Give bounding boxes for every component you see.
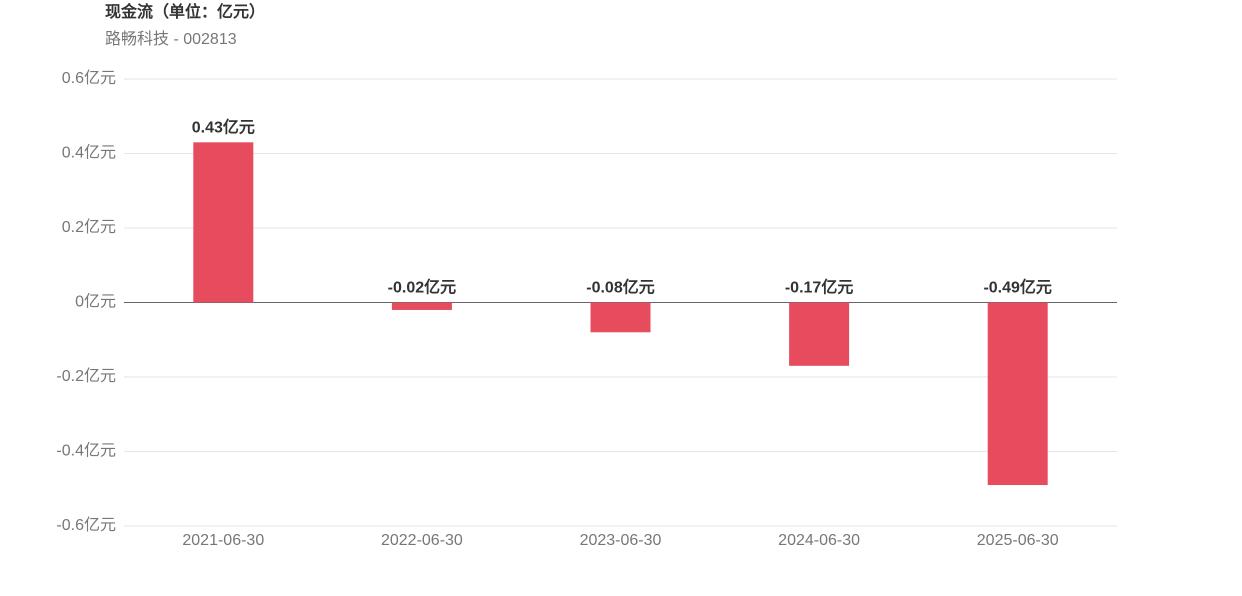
- value-label: -0.49亿元: [983, 278, 1051, 297]
- chart-title: 现金流（单位：亿元）: [105, 2, 265, 21]
- x-tick-label: 2022-06-30: [381, 532, 463, 549]
- value-label: -0.02亿元: [388, 278, 456, 297]
- value-label: -0.08亿元: [586, 278, 654, 297]
- y-tick-label: 0.4亿元: [62, 144, 116, 162]
- x-tick-label: 2021-06-30: [182, 532, 264, 549]
- x-tick-label: 2024-06-30: [778, 532, 860, 549]
- y-tick-label: -0.4亿元: [56, 442, 116, 460]
- bar: [789, 302, 850, 366]
- y-tick-label: 0.6亿元: [62, 69, 116, 87]
- bar: [391, 302, 452, 310]
- y-tick-label: 0亿元: [75, 293, 116, 311]
- value-label: -0.17亿元: [785, 278, 853, 297]
- chart-subtitle: 路畅科技 - 002813: [105, 30, 237, 48]
- bar: [987, 302, 1048, 486]
- y-tick-label: 0.2亿元: [62, 218, 116, 236]
- value-label: 0.43亿元: [192, 118, 255, 137]
- y-tick-label: -0.2亿元: [56, 367, 116, 385]
- bar: [193, 142, 254, 303]
- x-tick-label: 2025-06-30: [977, 532, 1059, 549]
- bar: [590, 302, 651, 333]
- x-tick-label: 2023-06-30: [580, 532, 662, 549]
- y-tick-label: -0.6亿元: [56, 516, 116, 534]
